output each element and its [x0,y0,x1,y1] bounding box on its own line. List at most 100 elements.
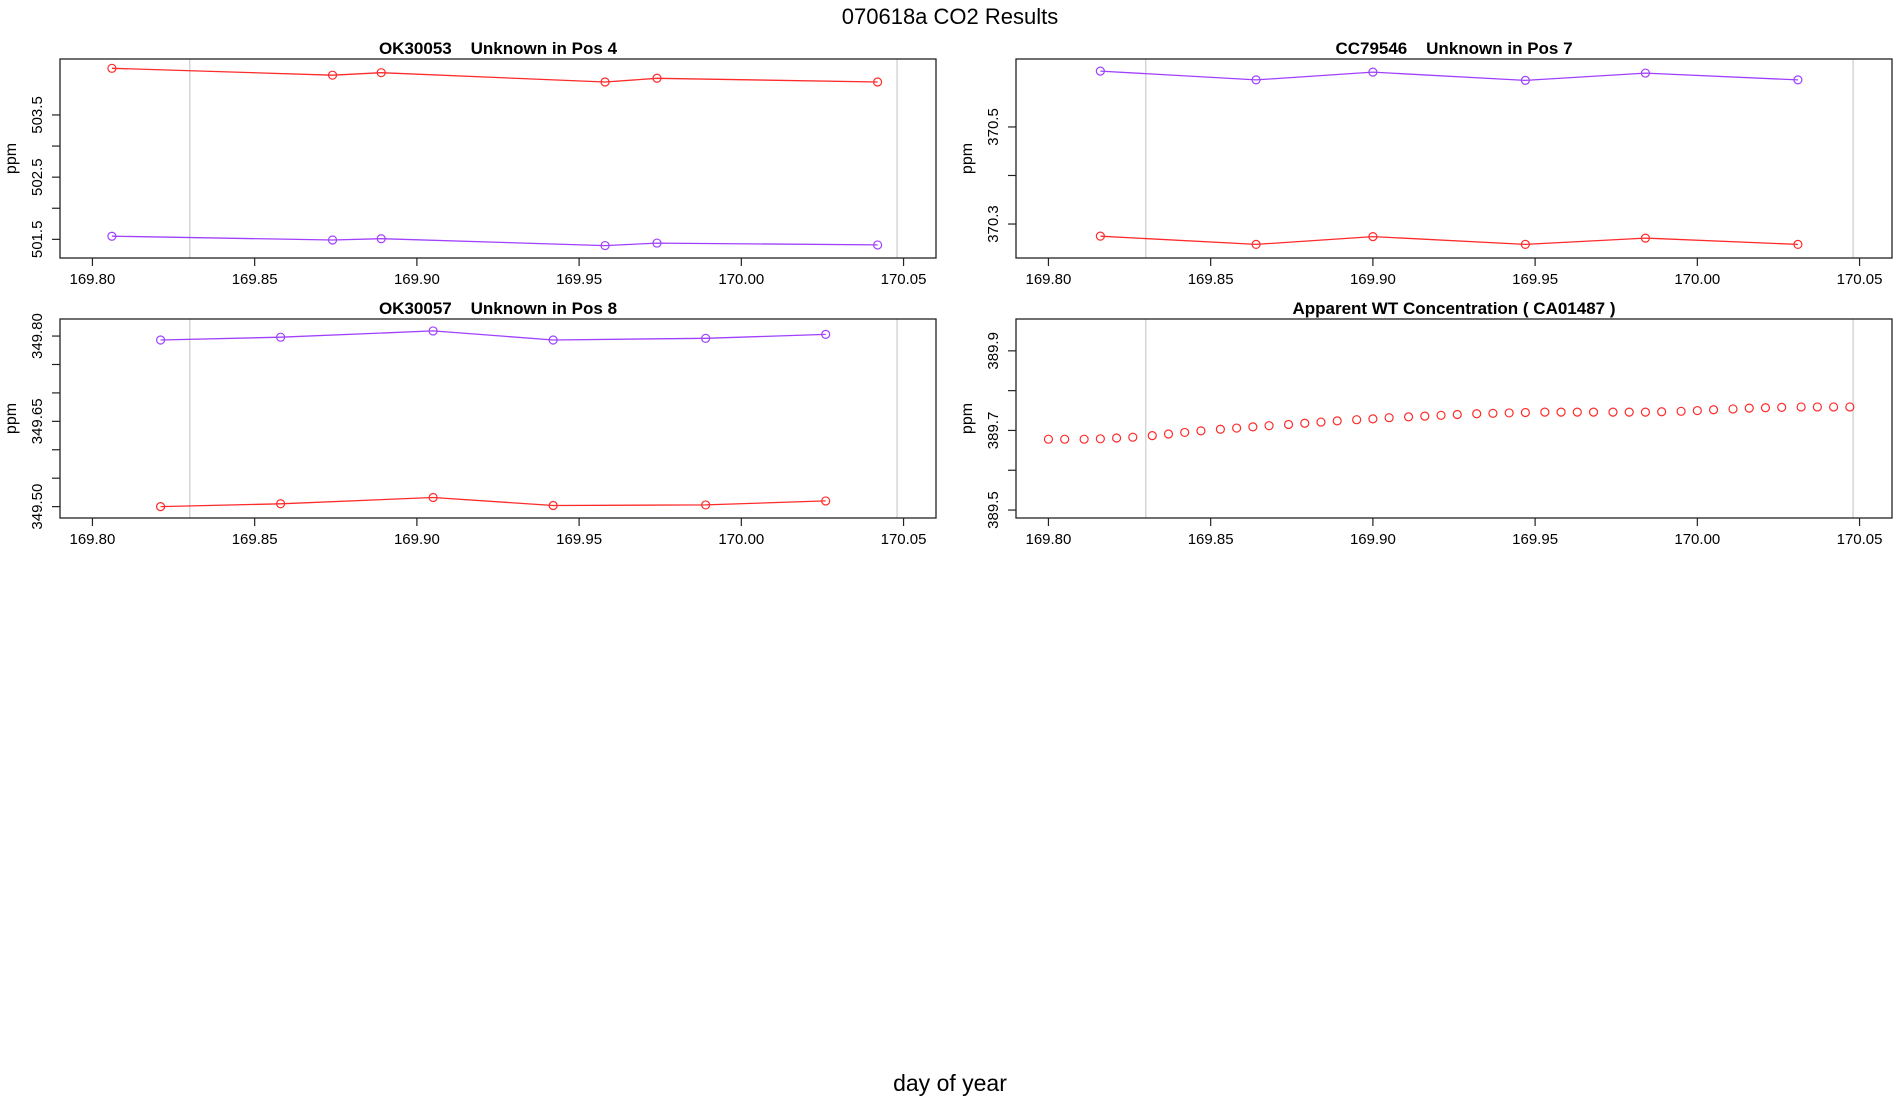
y-tick-label: 389.9 [985,332,1002,370]
x-tick-label: 169.80 [1025,271,1071,288]
panels: 169.80 169.85 169.90 169.95 170.00 170.05 501.… [3,39,1893,548]
data-point [1692,405,1702,416]
x-axis-label: day of year [893,1070,1007,1096]
data-point [652,238,662,248]
x-tick-label: 170.05 [1837,271,1883,288]
plot-frame [1015,318,1893,519]
data-point [548,335,558,345]
data-point [1708,405,1719,415]
data-point [1403,412,1414,422]
x-tick-label: 169.85 [232,531,278,548]
data-point [1520,407,1530,418]
data-point [1251,75,1261,85]
panel-1: 169.80 169.85 169.90 169.95 170.00 170.05 501.… [3,39,937,288]
data-point [376,234,386,244]
data-point [1624,407,1634,417]
data-point [1095,434,1105,444]
y-tick-label: 349.80 [29,313,46,359]
data-point [600,77,610,87]
y-axis-label: ppm [3,143,20,174]
series-line-red [1100,235,1798,246]
y-tick-label: 389.7 [985,412,1002,450]
data-point [1676,406,1686,416]
y-tick-label: 501.5 [29,221,46,259]
data-point [1264,421,1274,431]
data-point [1520,75,1530,85]
data-point [1060,434,1070,444]
x-tick-label: 169.95 [1512,531,1558,548]
y-tick-label: 349.50 [29,484,46,530]
series-line-red [160,496,826,508]
data-point [1452,409,1462,420]
data-point [428,326,438,336]
data-point [1147,431,1157,441]
panel-3: 169.80 169.85 169.90 169.95 170.00 170.05 349.… [3,299,937,548]
data-point [1300,418,1310,428]
data-point [1180,427,1190,438]
series-line-purple [111,235,878,247]
y-axis-label: ppm [959,403,976,434]
plot-frame [1015,58,1893,259]
series-line-red [111,67,878,83]
data-point [1215,424,1226,434]
x-tick-label: 169.95 [556,271,602,288]
data-point [1796,402,1806,412]
data-point [1760,403,1771,413]
data-point [1111,433,1122,443]
x-tick-label: 169.90 [1350,531,1396,548]
data-point [1095,231,1105,241]
x-tick-label: 169.85 [1188,531,1234,548]
y-axis-label: ppm [3,403,20,434]
data-point [1640,407,1651,417]
x-tick-label: 169.90 [394,271,440,288]
data-point [1556,407,1566,417]
x-tick-label: 169.85 [232,271,278,288]
data-point [1520,239,1530,250]
data-point [1196,426,1206,436]
plot-frame [59,318,937,519]
data-point [1332,416,1342,426]
series-line-purple [1100,70,1798,82]
data-point [1283,419,1294,430]
data-point [1812,402,1822,412]
data-point [1608,407,1618,417]
data-point [600,240,610,251]
data-point [1777,402,1787,412]
data-point [1436,410,1446,420]
data-point [821,329,831,339]
data-point [327,235,338,245]
data-point [1128,432,1138,442]
x-tick-label: 170.00 [1674,271,1720,288]
data-point [428,492,438,503]
data-point [1657,407,1667,417]
plot-frame [59,58,937,259]
x-tick-label: 169.80 [69,271,115,288]
data-point [1043,434,1054,444]
data-point [376,68,386,78]
y-tick-label: 503.5 [29,96,46,134]
y-tick-label: 389.5 [985,491,1002,529]
data-point [872,77,883,87]
data-point [1420,411,1430,421]
x-tick-label: 169.95 [556,531,602,548]
data-point [652,73,662,83]
data-point [1793,75,1803,85]
data-point [1368,67,1378,77]
data-point [1368,414,1378,424]
data-point [1845,402,1855,412]
panel-4: 169.80 169.85 169.90 169.95 170.00 170.05 389.… [959,299,1893,548]
data-point [1640,68,1651,78]
y-tick-label: 370.5 [985,108,1002,146]
data-point [1079,434,1089,444]
x-tick-label: 170.05 [881,271,927,288]
data-point [1828,402,1839,412]
data-point [548,500,558,511]
data-point [1640,233,1651,243]
data-point [1368,232,1378,242]
data-point [155,502,166,512]
y-axis-label: ppm [959,143,976,174]
data-point [107,231,117,241]
data-point [701,333,711,343]
data-point [1588,407,1599,417]
data-point [1095,66,1105,76]
